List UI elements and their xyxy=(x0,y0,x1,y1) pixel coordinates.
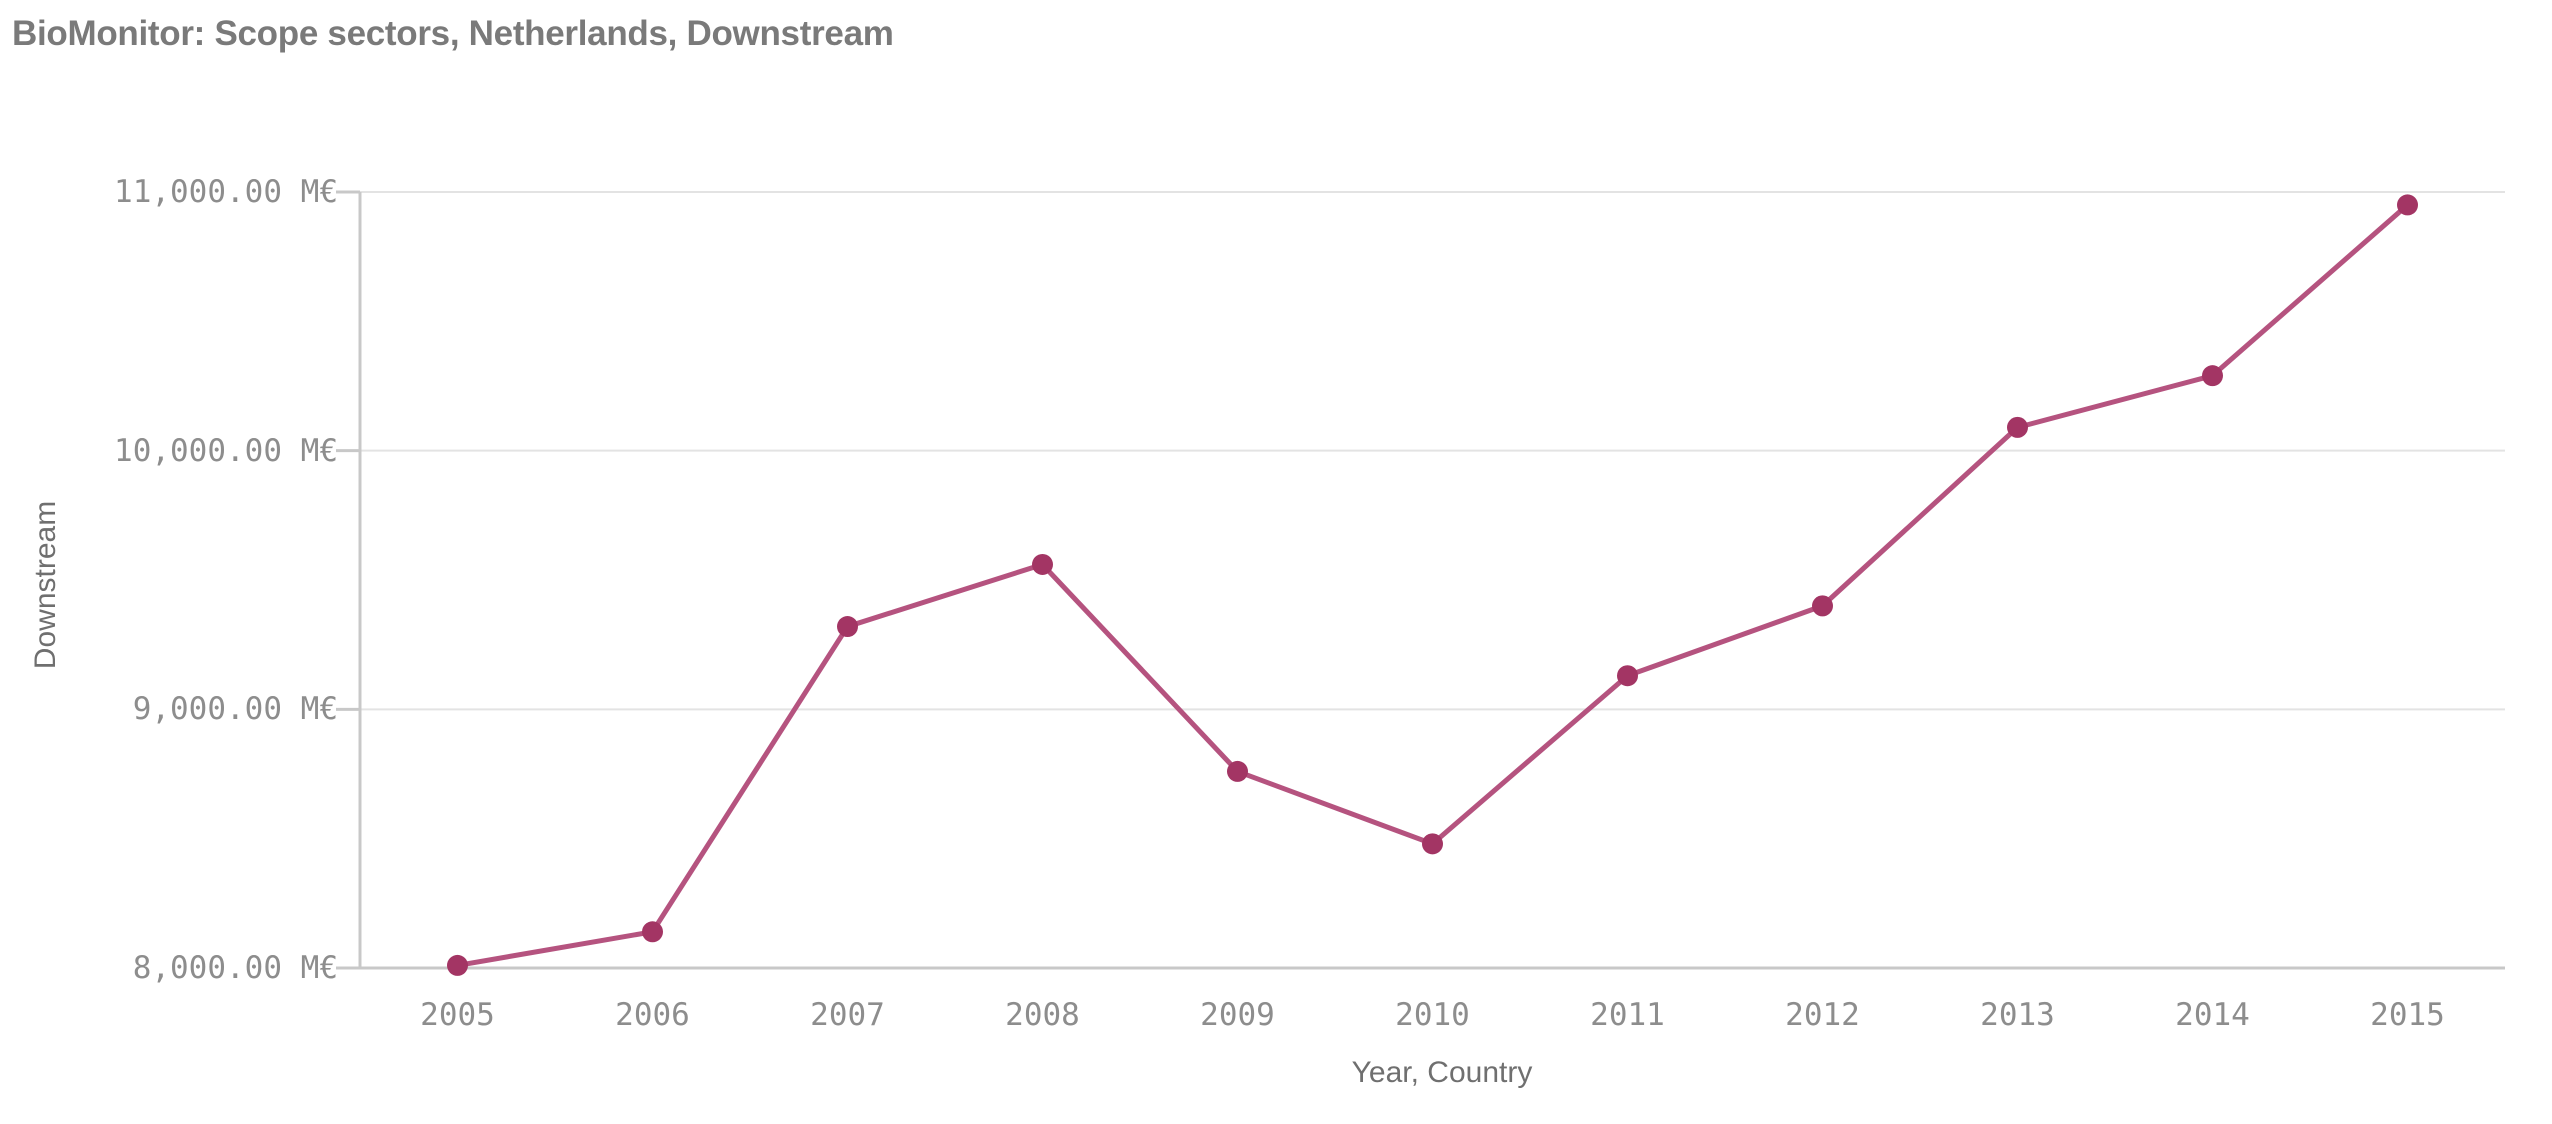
data-point-2007[interactable] xyxy=(837,616,858,638)
x-tick-label: 2009 xyxy=(1200,997,1275,1033)
data-point-2012[interactable] xyxy=(1812,595,1833,617)
data-point-2008[interactable] xyxy=(1032,553,1053,575)
x-tick-label: 2010 xyxy=(1395,997,1470,1033)
data-point-2006[interactable] xyxy=(642,921,663,943)
data-point-2009[interactable] xyxy=(1227,760,1248,782)
x-tick-label: 2008 xyxy=(1005,997,1080,1033)
x-tick-label: 2015 xyxy=(2370,997,2445,1033)
x-axis-title: Year, Country xyxy=(1351,1056,1533,1089)
x-tick-label: 2011 xyxy=(1590,997,1665,1033)
y-tick-label: 9,000.00 M€ xyxy=(132,691,338,728)
data-point-2005[interactable] xyxy=(447,954,468,976)
x-tick-label: 2006 xyxy=(615,997,690,1033)
data-point-2010[interactable] xyxy=(1422,833,1443,855)
x-tick-label: 2005 xyxy=(420,997,495,1033)
data-point-2014[interactable] xyxy=(2202,365,2223,387)
x-tick-label: 2013 xyxy=(1980,997,2055,1033)
x-tick-label: 2012 xyxy=(1785,997,1860,1033)
data-point-2011[interactable] xyxy=(1617,665,1638,687)
chart-title: BioMonitor: Scope sectors, Netherlands, … xyxy=(12,14,894,53)
x-tick-label: 2014 xyxy=(2175,997,2250,1033)
y-tick-label: 8,000.00 M€ xyxy=(132,950,338,986)
data-point-2013[interactable] xyxy=(2007,416,2028,438)
y-tick-label: 10,000.00 M€ xyxy=(114,432,338,469)
data-point-2015[interactable] xyxy=(2397,194,2418,216)
x-tick-label: 2007 xyxy=(810,997,885,1033)
y-tick-label: 11,000.00 M€ xyxy=(114,174,338,210)
